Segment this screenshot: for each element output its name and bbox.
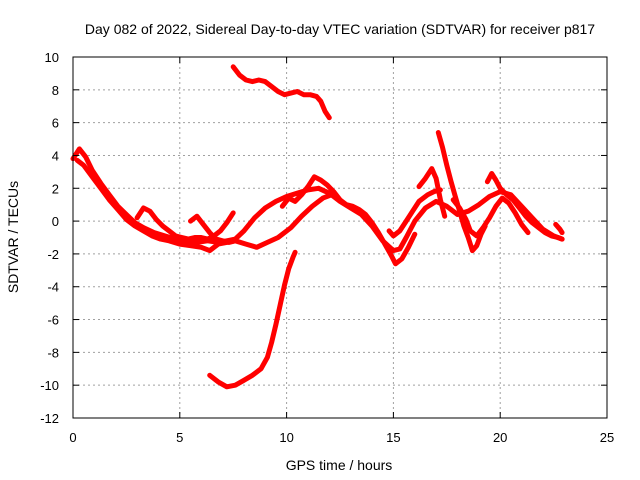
- series-track-10: [484, 171, 565, 242]
- series-track-13: [207, 249, 298, 390]
- x-tick-label: 25: [600, 430, 614, 445]
- y-tick-label: 10: [45, 50, 59, 65]
- x-axis-label: GPS time / hours: [286, 457, 393, 473]
- y-tick-label: 4: [52, 148, 59, 163]
- series-track-8: [435, 130, 488, 254]
- series-track-2: [74, 157, 334, 254]
- chart-title: Day 082 of 2022, Sidereal Day-to-day VTE…: [85, 21, 595, 37]
- y-tick-label: 2: [52, 181, 59, 196]
- axis-ticks: 0 5 10 15 20 25 -12 -10 -8 -6 -4 -2 0 2 4 6 8 10: [40, 50, 614, 445]
- series-track-12: [230, 64, 332, 121]
- x-tick-label: 5: [176, 430, 183, 445]
- y-tick-label: 0: [52, 214, 59, 229]
- x-tick-label: 0: [69, 430, 76, 445]
- series-track-6: [386, 187, 443, 239]
- series-track-3: [134, 205, 236, 242]
- y-tick-label: -6: [47, 313, 59, 328]
- series-track-5: [279, 174, 418, 267]
- y-axis-label: SDTVAR / TECUs: [5, 181, 21, 293]
- x-tick-label: 20: [493, 430, 507, 445]
- y-tick-label: -4: [47, 280, 59, 295]
- x-tick-label: 15: [386, 430, 400, 445]
- data-series: [70, 64, 565, 390]
- y-tick-label: -8: [47, 345, 59, 360]
- series-track-7: [416, 166, 448, 219]
- y-tick-label: 8: [52, 83, 59, 98]
- y-tick-label: 6: [52, 116, 59, 131]
- y-tick-label: -10: [40, 378, 59, 393]
- series-track-4: [188, 213, 238, 245]
- series-track-11: [553, 221, 565, 236]
- x-tick-label: 10: [279, 430, 293, 445]
- y-tick-label: -12: [40, 411, 59, 426]
- grid-lines: [73, 57, 607, 418]
- series-track-9: [450, 195, 531, 239]
- plot-frame: [72, 56, 608, 419]
- y-tick-label: -2: [47, 247, 59, 262]
